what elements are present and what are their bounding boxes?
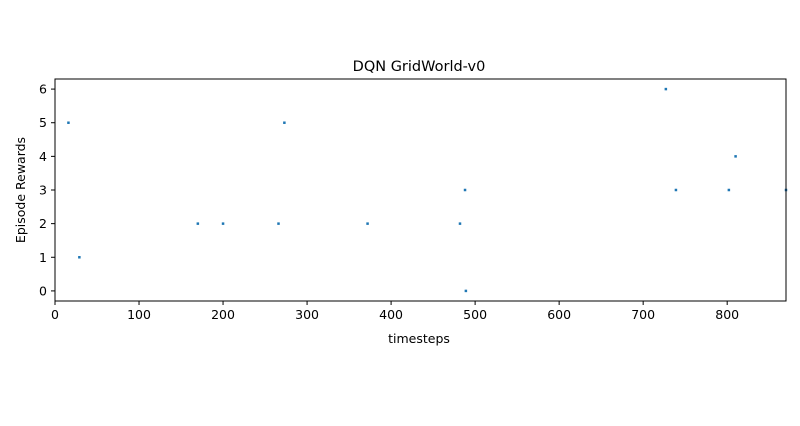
x-tick-label: 700 (631, 307, 655, 322)
x-tick-label: 200 (211, 307, 235, 322)
y-tick-label: 4 (39, 149, 47, 164)
chart-title: DQN GridWorld-v0 (353, 59, 486, 75)
y-tick-label: 5 (39, 115, 47, 130)
data-point (366, 222, 369, 225)
plot-area (67, 87, 788, 293)
data-point (664, 87, 668, 91)
y-tick-label: 6 (39, 82, 47, 97)
data-point (463, 188, 467, 192)
data-point (674, 188, 678, 192)
data-point (734, 155, 737, 158)
data-point (67, 121, 70, 124)
x-tick-label: 600 (547, 307, 571, 322)
x-tick-label: 300 (295, 307, 319, 322)
x-tick-label: 0 (51, 307, 59, 322)
data-point (196, 222, 200, 225)
x-tick-label: 400 (379, 307, 403, 322)
y-tick-label: 1 (39, 250, 47, 265)
y-tick-label: 2 (39, 216, 47, 231)
data-point (458, 222, 462, 225)
data-point (283, 121, 286, 124)
x-axis: 0 100 200 300 400 500 600 700 800 (51, 301, 739, 322)
x-tick-label: 100 (127, 307, 151, 322)
data-point (727, 188, 731, 192)
x-tick-label: 800 (715, 307, 739, 322)
y-axis: 0 1 2 3 4 5 6 (39, 82, 55, 298)
x-tick-label: 500 (463, 307, 487, 322)
data-point (277, 222, 280, 225)
y-tick-label: 3 (39, 183, 47, 198)
x-axis-label: timesteps (388, 331, 450, 346)
y-axis-label: Episode Rewards (13, 137, 28, 243)
data-point (221, 222, 225, 225)
y-tick-label: 0 (39, 283, 47, 298)
data-point (464, 289, 468, 293)
data-point (78, 256, 81, 259)
